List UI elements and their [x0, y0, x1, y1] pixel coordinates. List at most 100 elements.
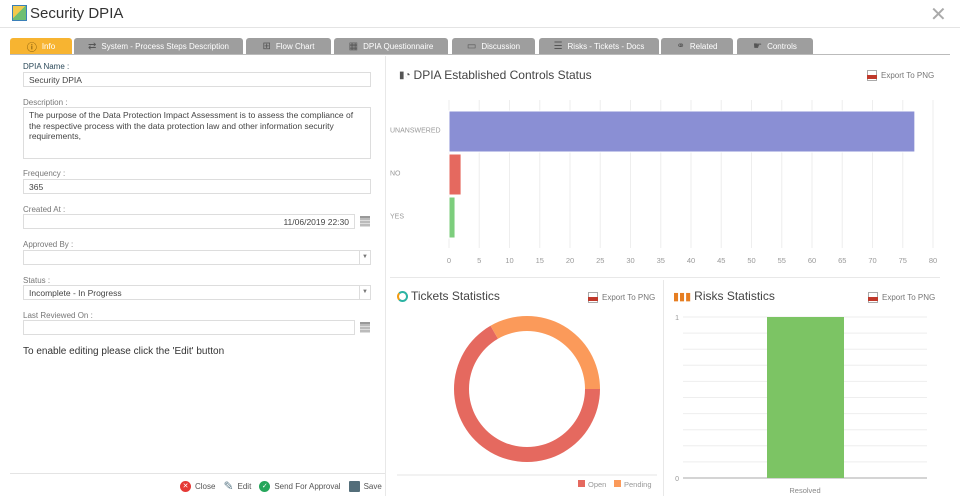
- last-reviewed-label: Last Reviewed On :: [23, 311, 93, 320]
- process-icon: ⇄: [88, 40, 97, 52]
- legend-label: Pending: [624, 480, 652, 489]
- dpia-name-input[interactable]: Security DPIA: [23, 72, 371, 87]
- pencil-icon: ✎: [223, 479, 234, 493]
- export-label: Export To PNG: [882, 293, 936, 302]
- x-category-label: Resolved: [789, 486, 820, 495]
- tickets-header: Tickets Statistics: [397, 289, 500, 303]
- x-tick-label: 25: [596, 256, 604, 265]
- calendar-icon[interactable]: [360, 216, 370, 227]
- title-bar: Security DPIA ✕: [0, 0, 960, 28]
- export-label: Export To PNG: [602, 293, 656, 302]
- close-x-icon[interactable]: ✕: [930, 4, 947, 26]
- close-circle-icon: ✕: [180, 480, 191, 492]
- close-button[interactable]: ✕ Close: [180, 479, 215, 493]
- tab-dpia-questionnaire[interactable]: ▦ DPIA Questionnaire: [334, 38, 448, 54]
- x-tick-label: 50: [747, 256, 755, 265]
- tab-related[interactable]: ⚭ Related: [661, 38, 733, 54]
- tab-label: Discussion: [481, 41, 521, 51]
- tab-label: Info: [41, 41, 56, 51]
- tab-controls[interactable]: ☛ Controls: [737, 38, 813, 54]
- status-value: Incomplete - In Progress: [29, 288, 122, 298]
- tab-bar: ⓘ Info ⇄ System - Process Steps Descriptio…: [10, 38, 950, 55]
- status-select[interactable]: Incomplete - In Progress ▼: [23, 285, 371, 300]
- tab-system-process[interactable]: ⇄ System - Process Steps Description: [74, 38, 243, 54]
- bar-unanswered: [448, 110, 916, 153]
- questionnaire-icon: ▦: [348, 40, 359, 52]
- send-label: Send For Approval: [274, 481, 341, 491]
- edit-button[interactable]: ✎ Edit: [223, 479, 251, 493]
- created-at-input[interactable]: 11/06/2019 22:30: [23, 214, 355, 229]
- legend-label: Open: [588, 480, 606, 489]
- x-tick-label: 60: [808, 256, 816, 265]
- send-for-approval-button[interactable]: ✓ Send For Approval: [259, 479, 341, 493]
- flowchart-icon: ⊞: [262, 40, 271, 52]
- png-file-icon: [588, 292, 598, 303]
- close-label: Close: [195, 481, 216, 491]
- x-tick-label: 55: [778, 256, 786, 265]
- y-tick-label: 1: [675, 315, 679, 322]
- risks-bar-chart: 0 1 Resolved: [675, 315, 927, 495]
- dpia-app-icon: [12, 5, 27, 21]
- approved-by-select[interactable]: ▼: [23, 250, 371, 265]
- export-label: Export To PNG: [881, 71, 935, 80]
- chevron-down-icon[interactable]: ▼: [359, 286, 370, 299]
- link-icon: ⚭: [676, 40, 685, 52]
- last-reviewed-input[interactable]: [23, 320, 355, 335]
- chevron-down-icon[interactable]: ▼: [359, 251, 370, 264]
- footer-divider: [10, 473, 385, 474]
- window-title: Security DPIA: [30, 5, 124, 22]
- x-tick-label: 0: [447, 256, 451, 265]
- legend-swatch: [578, 480, 585, 487]
- x-tick-label: 35: [657, 256, 665, 265]
- bar-resolved: [767, 317, 844, 478]
- tab-info[interactable]: ⓘ Info: [10, 38, 72, 54]
- x-tick-label: 10: [505, 256, 513, 265]
- tab-risks-tickets-docs[interactable]: ☰ Risks - Tickets - Docs: [539, 38, 659, 54]
- x-tick-label: 20: [566, 256, 574, 265]
- category-label: UNANSWERED: [390, 128, 441, 135]
- risks-title: Risks Statistics: [694, 289, 775, 303]
- footer-actions: ✕ Close ✎ Edit ✓ Send For Approval Save: [180, 479, 382, 493]
- save-button[interactable]: Save: [348, 479, 382, 493]
- created-at-label: Created At :: [23, 205, 66, 214]
- edit-notice: To enable editing please click the 'Edit…: [23, 346, 225, 357]
- frequency-label: Frequency :: [23, 169, 66, 178]
- calendar-icon[interactable]: [360, 322, 370, 333]
- bar-no: [448, 153, 462, 196]
- chart-divider: [390, 277, 940, 278]
- x-tick-label: 5: [477, 256, 481, 265]
- chat-icon: ▭: [466, 40, 477, 52]
- png-file-icon: [868, 292, 878, 303]
- tab-discussion[interactable]: ▭ Discussion: [452, 38, 535, 54]
- controls-export-button[interactable]: Export To PNG: [867, 70, 934, 81]
- tab-label: System - Process Steps Description: [101, 41, 229, 51]
- controls-status-chart: 0 5 10 15 20 25 30 35 40 45 50 55 60 65 70 75 80 UNANSWER…: [390, 100, 937, 265]
- chart-divider-vertical: [663, 280, 664, 496]
- description-label: Description :: [23, 98, 68, 107]
- x-tick-label: 30: [626, 256, 634, 265]
- description-textarea[interactable]: The purpose of the Data Protection Impac…: [23, 107, 371, 159]
- tickets-donut-chart: Open Pending: [397, 316, 657, 489]
- x-tick-label: 70: [868, 256, 876, 265]
- check-circle-icon: ✓: [259, 480, 271, 492]
- x-tick-label: 40: [687, 256, 695, 265]
- risks-export-button[interactable]: Export To PNG: [868, 292, 935, 303]
- tickets-title: Tickets Statistics: [411, 289, 500, 303]
- tab-flow-chart[interactable]: ⊞ Flow Chart: [246, 38, 331, 54]
- edit-label: Edit: [237, 481, 252, 491]
- tab-label: Related: [689, 41, 718, 51]
- legend-swatch: [614, 480, 621, 487]
- x-tick-label: 45: [717, 256, 725, 265]
- x-tick-label: 80: [929, 256, 937, 265]
- dpia-name-label: DPIA Name :: [23, 62, 70, 71]
- frequency-input[interactable]: 365: [23, 179, 371, 194]
- x-tick-label: 15: [536, 256, 544, 265]
- list-icon: ☰: [553, 40, 563, 52]
- hand-pointer-icon: ☛: [753, 40, 763, 52]
- risks-header: ▮▮▮ Risks Statistics: [673, 289, 775, 303]
- tab-label: Flow Chart: [275, 41, 315, 51]
- panel-divider: [385, 56, 386, 496]
- category-label: YES: [390, 214, 404, 221]
- tickets-export-button[interactable]: Export To PNG: [588, 292, 655, 303]
- info-icon: ⓘ: [26, 42, 37, 54]
